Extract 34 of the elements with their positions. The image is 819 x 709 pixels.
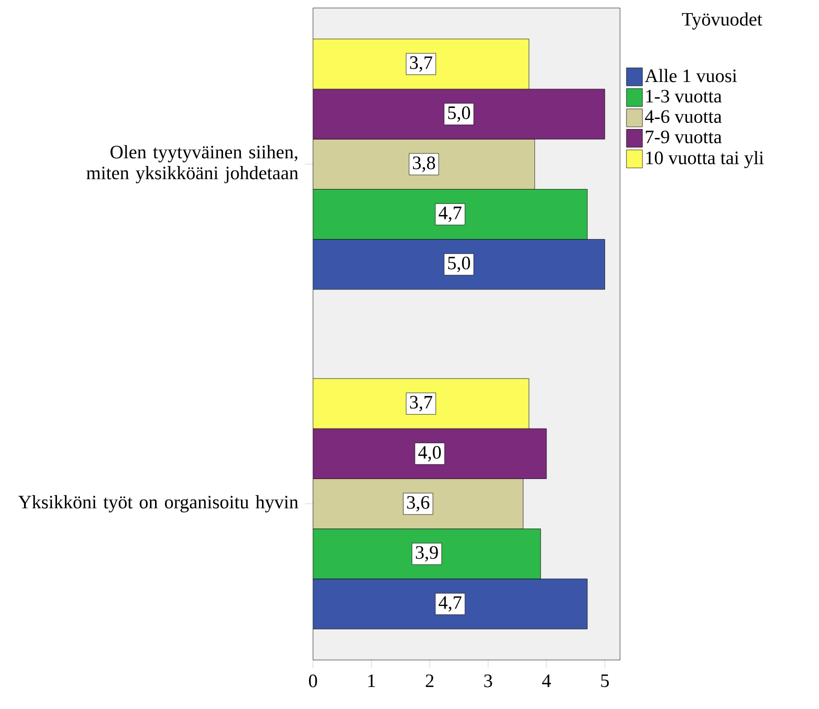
bar <box>313 428 547 479</box>
x-tick-label: 3 <box>484 674 492 688</box>
legend-title: Työvuodet <box>682 12 762 30</box>
bar <box>313 38 530 90</box>
x-tick-label: 0 <box>308 674 318 688</box>
data-label: 3,8 <box>412 156 435 172</box>
legend-label: 7-9 vuotta <box>646 130 722 144</box>
data-label: 3,9 <box>416 546 438 562</box>
bar <box>313 189 588 240</box>
data-label: 3,6 <box>407 496 430 512</box>
bar <box>313 378 530 429</box>
legend-label: 4-6 vuotta <box>645 110 722 123</box>
data-label: 5,0 <box>448 256 470 272</box>
y-tick-label: Olen tyytyväinen siihen, miten yksikköäni johdetaan <box>86 145 298 184</box>
bar <box>313 578 588 630</box>
data-label: 5,0 <box>448 106 470 122</box>
bar <box>313 239 606 290</box>
y-tick-label: Yksikköni työt on organisoitu hyvin <box>18 495 298 512</box>
legend-label: 1-3 vuotta <box>646 90 722 103</box>
legend-label: 10 vuotta tai yli <box>646 150 764 168</box>
bar <box>313 88 606 140</box>
x-tick-label: 5 <box>601 674 609 688</box>
x-tick-label: 4 <box>542 674 551 687</box>
x-tick-label: 2 <box>426 674 434 688</box>
data-label: 4,7 <box>438 206 462 222</box>
data-label: 4,7 <box>438 596 462 612</box>
bar <box>313 528 541 580</box>
legend-label: Alle 1 vuosi <box>644 68 737 82</box>
bar <box>313 478 524 530</box>
data-label: 4,0 <box>418 446 441 462</box>
data-label: 3,7 <box>410 396 432 412</box>
x-tick-label: 1 <box>368 674 375 687</box>
data-label: 3,7 <box>410 56 432 72</box>
bar <box>313 138 535 190</box>
